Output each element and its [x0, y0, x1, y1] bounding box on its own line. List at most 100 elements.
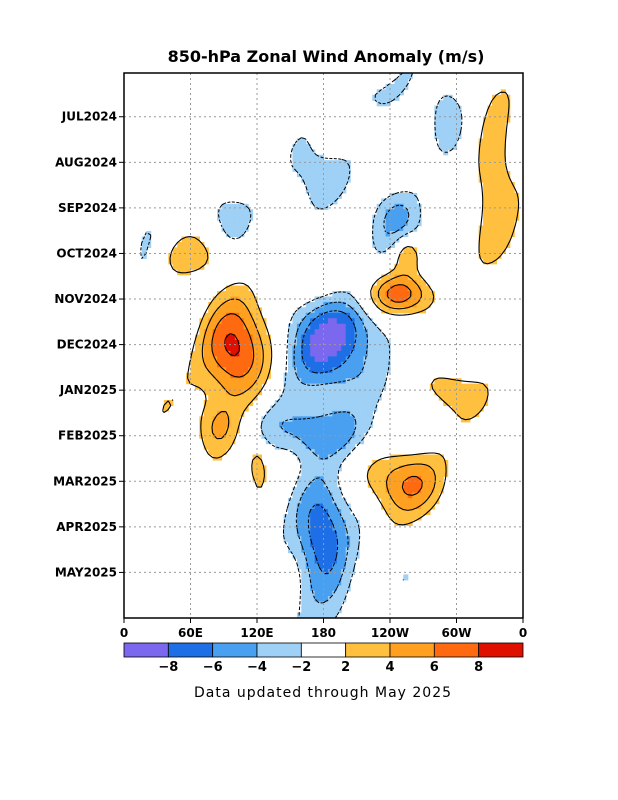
heatmap-cell — [398, 285, 404, 292]
heatmap-cell — [203, 361, 209, 368]
heatmap-cell — [336, 563, 342, 570]
heatmap-cell — [327, 312, 333, 319]
heatmap-cell — [327, 301, 333, 308]
heatmap-cell — [292, 160, 298, 167]
heatmap-cell — [372, 476, 378, 483]
colorbar-label: 6 — [430, 660, 439, 675]
heatmap-cell — [288, 350, 294, 357]
heatmap-cell — [310, 432, 316, 439]
heatmap-cell — [421, 301, 427, 308]
heatmap-cell — [425, 296, 431, 303]
heatmap-cell — [310, 481, 316, 488]
heatmap-cell — [438, 111, 444, 118]
heatmap-cell — [500, 231, 506, 238]
heatmap-cell — [394, 220, 400, 227]
heatmap-cell — [336, 165, 342, 172]
heatmap-cell — [500, 138, 506, 145]
heatmap-cell — [239, 410, 245, 417]
heatmap-cell — [336, 187, 342, 194]
heatmap-cell — [221, 307, 227, 314]
heatmap-cell — [314, 372, 320, 379]
heatmap-cell — [398, 192, 404, 199]
heatmap-cell — [230, 432, 236, 439]
heatmap-cell — [301, 361, 307, 368]
heatmap-cell — [376, 389, 382, 396]
heatmap-cell — [163, 405, 169, 412]
heatmap-cell — [310, 421, 316, 428]
heatmap-cell — [274, 400, 280, 407]
x-axis: 0 60E 120E 180 120W 60W 0 — [120, 618, 527, 640]
heatmap-cell — [500, 160, 506, 167]
heatmap-cell — [288, 547, 294, 554]
heatmap-cell — [341, 394, 347, 401]
heatmap-cell — [452, 116, 458, 123]
heatmap-cell — [394, 492, 400, 499]
heatmap-cell — [327, 601, 333, 608]
heatmap-cell — [301, 340, 307, 347]
heatmap-cell — [372, 350, 378, 357]
heatmap-cell — [372, 329, 378, 336]
heatmap-cell — [301, 432, 307, 439]
heatmap-cell — [443, 383, 449, 390]
heatmap-cell — [314, 503, 320, 510]
heatmap-cell — [394, 296, 400, 303]
heatmap-cell — [487, 105, 493, 112]
heatmap-cell — [452, 122, 458, 129]
heatmap-cell — [390, 209, 396, 216]
heatmap-cell — [234, 203, 240, 210]
heatmap-cell — [310, 514, 316, 521]
heatmap-cell — [354, 301, 360, 308]
heatmap-cell — [491, 198, 497, 205]
heatmap-cell — [345, 340, 351, 347]
heatmap-cell — [398, 291, 404, 298]
heatmap-cell — [376, 225, 382, 232]
heatmap-cell — [230, 340, 236, 347]
heatmap-cell — [194, 367, 200, 374]
heatmap-cell — [305, 416, 311, 423]
heatmap-cell — [314, 558, 320, 565]
heatmap-cell — [491, 160, 497, 167]
heatmap-cell — [452, 105, 458, 112]
heatmap-cell — [443, 127, 449, 134]
heatmap-cell — [327, 503, 333, 510]
heatmap-cell — [403, 192, 409, 199]
heatmap-cell — [314, 443, 320, 450]
heatmap-cell — [301, 421, 307, 428]
heatmap-cell — [412, 459, 418, 466]
heatmap-cell — [403, 280, 409, 287]
heatmap-cell — [305, 465, 311, 472]
heatmap-cell — [474, 405, 480, 412]
heatmap-cell — [257, 481, 263, 488]
heatmap-cell — [301, 443, 307, 450]
heatmap-cell — [301, 154, 307, 161]
heatmap-cell — [341, 536, 347, 543]
heatmap-cell — [487, 132, 493, 139]
heatmap-cell — [341, 405, 347, 412]
heatmap-cell — [385, 214, 391, 221]
heatmap-cell — [491, 154, 497, 161]
heatmap-cell — [345, 405, 351, 412]
heatmap-cell — [367, 350, 373, 357]
heatmap-cell — [314, 476, 320, 483]
heatmap-cell — [292, 536, 298, 543]
heatmap-cell — [438, 127, 444, 134]
heatmap-cell — [505, 203, 511, 210]
heatmap-cell — [350, 329, 356, 336]
heatmap-cell — [350, 361, 356, 368]
heatmap-cell — [332, 514, 338, 521]
heatmap-cell — [398, 296, 404, 303]
heatmap-cell — [314, 563, 320, 570]
heatmap-cell — [381, 356, 387, 363]
heatmap-cell — [336, 372, 342, 379]
heatmap-cell — [332, 519, 338, 526]
heatmap-cell — [412, 487, 418, 494]
y-tick-label: NOV2024 — [54, 292, 117, 306]
heatmap-cell — [305, 350, 311, 357]
heatmap-cell — [217, 449, 223, 456]
heatmap-cell — [483, 132, 489, 139]
heatmap-cell — [390, 498, 396, 505]
heatmap-cell — [208, 378, 214, 385]
heatmap-cell — [225, 285, 231, 292]
heatmap-cell — [292, 421, 298, 428]
heatmap-cell — [292, 514, 298, 521]
